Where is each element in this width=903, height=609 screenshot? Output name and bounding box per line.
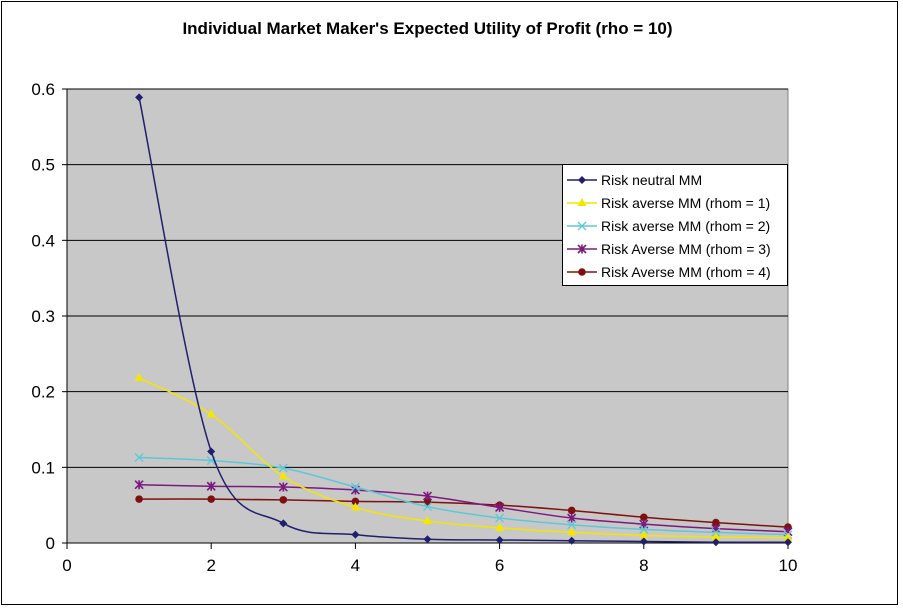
legend-marker: [577, 243, 587, 254]
legend-label: Risk Averse MM (rhom = 3): [601, 240, 771, 257]
data-point: [639, 524, 649, 534]
legend-marker: [578, 267, 586, 276]
legend-label: Risk neutral MM: [601, 171, 703, 188]
data-point: [640, 513, 648, 522]
y-tick-label: 0.4: [31, 231, 55, 250]
data-point: [711, 538, 720, 547]
legend-item: Risk averse MM (rhom = 1): [567, 191, 783, 214]
data-point: [495, 535, 504, 544]
legend-marker: [578, 175, 586, 184]
data-point: [422, 491, 433, 501]
y-tick-label: 0: [46, 534, 55, 553]
data-point: [206, 409, 216, 418]
series-risk-averse-mm-rhom-2-: [134, 453, 793, 540]
x-tick-label: 6: [495, 556, 504, 575]
data-point: [567, 506, 576, 515]
data-point: [351, 530, 360, 539]
legend-swatch-triangle-icon: [567, 197, 597, 206]
series-line: [139, 456, 789, 536]
legend-label: Risk Averse MM (rhom = 4): [601, 263, 771, 280]
series-line: [139, 498, 789, 528]
y-tick-label: 0.1: [31, 458, 55, 477]
data-point: [279, 496, 288, 504]
data-point: [639, 537, 648, 546]
legend-item: Risk Averse MM (rhom = 4): [567, 260, 783, 283]
series-risk-averse-mm-rhom-1-: [134, 373, 793, 541]
data-point: [567, 527, 577, 536]
data-point: [278, 463, 288, 473]
data-point: [350, 502, 360, 511]
x-tick-label: 0: [62, 556, 71, 575]
data-point: [207, 495, 215, 503]
legend-swatch-circle-icon: [567, 267, 597, 276]
data-point: [423, 502, 432, 512]
data-point: [567, 520, 577, 530]
data-point: [567, 513, 577, 523]
data-point: [567, 536, 576, 545]
chart-title: Individual Market Maker's Expected Utili…: [182, 19, 673, 38]
series-line: [138, 377, 789, 539]
data-point: [134, 453, 144, 462]
y-tick-label: 0.5: [31, 156, 55, 175]
data-point: [712, 518, 720, 527]
series-line: [139, 483, 789, 533]
legend-label: Risk averse MM (rhom = 1): [601, 194, 771, 211]
data-point: [350, 482, 360, 492]
data-point: [134, 373, 144, 382]
x-tick-label: 8: [639, 556, 648, 575]
x-tick-label: 4: [351, 556, 360, 575]
y-tick-label: 0.2: [31, 383, 55, 402]
legend: Risk neutral MM Risk averse MM (rhom = 1)…: [562, 164, 788, 286]
y-tick-label: 0.6: [31, 80, 55, 99]
data-point: [423, 516, 432, 525]
data-point: [495, 522, 505, 531]
legend-item: Risk Averse MM (rhom = 3): [567, 237, 783, 260]
data-point: [207, 447, 216, 456]
data-point: [278, 482, 288, 492]
data-point: [206, 481, 216, 491]
legend-swatch-x-icon: [567, 221, 597, 230]
data-point: [783, 532, 793, 541]
legend-swatch-diamond-icon: [567, 175, 597, 184]
data-point: [784, 538, 792, 547]
data-point: [351, 497, 360, 506]
series-risk-neutral-mm: [135, 93, 792, 547]
series-line: [138, 97, 789, 544]
data-point: [495, 502, 505, 513]
legend-item: Risk averse MM (rhom = 2): [567, 214, 783, 237]
legend-marker: [577, 221, 587, 230]
data-point: [135, 495, 143, 503]
legend-marker: [577, 197, 587, 206]
data-point: [423, 535, 432, 544]
data-point: [279, 519, 288, 528]
data-point: [711, 531, 721, 540]
data-point: [134, 480, 144, 490]
legend-item: Risk neutral MM: [567, 168, 783, 191]
data-point: [495, 513, 505, 523]
legend-label: Risk averse MM (rhom = 2): [601, 217, 771, 234]
x-tick-label: 10: [779, 556, 798, 575]
x-tick-label: 2: [206, 556, 215, 575]
y-tick-label: 0.3: [31, 307, 55, 326]
data-point: [639, 530, 649, 539]
legend-swatch-star-icon: [567, 243, 597, 254]
data-point: [135, 93, 144, 102]
data-point: [278, 471, 288, 480]
